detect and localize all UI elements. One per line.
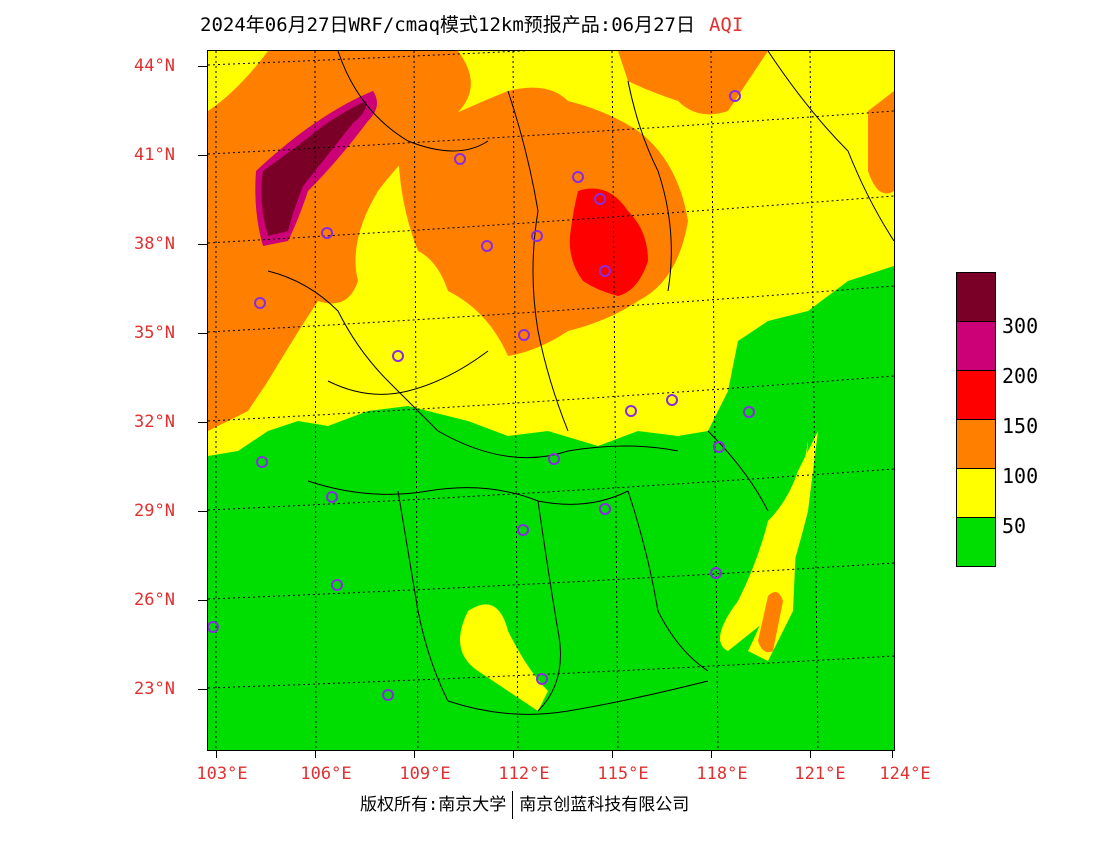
lat-label-26: 26°N (134, 590, 175, 610)
station-marker (331, 579, 343, 591)
station-markers (208, 90, 755, 701)
lat-tick (198, 422, 207, 423)
station-marker (454, 153, 466, 165)
legend-label-300: 300 (1002, 314, 1039, 338)
lat-tick (198, 244, 207, 245)
legend-swatch-moderate (956, 468, 996, 518)
lon-tick (513, 750, 514, 758)
lon-tick (612, 750, 613, 758)
graticule (208, 51, 894, 750)
lat-tick (198, 333, 207, 334)
map-title: 2024年06月27日WRF/cmaq模式12km预报产品:06月27日 AQI (200, 10, 743, 37)
lon-tick (892, 750, 893, 758)
lon-tick (414, 750, 415, 758)
lat-tick (198, 66, 207, 67)
aqi-map-svg (208, 51, 894, 750)
legend-label-50: 50 (1002, 514, 1027, 538)
aqi-map (207, 50, 895, 751)
legend-label-150: 150 (1002, 414, 1039, 438)
station-marker (321, 227, 333, 239)
lat-tick (198, 155, 207, 156)
lon-label-121: 121°E (794, 764, 846, 784)
station-marker (548, 453, 560, 465)
station-marker (710, 567, 722, 579)
lon-label-103: 103°E (196, 764, 248, 784)
copyright-company: 南京创蓝科技有限公司 (519, 795, 690, 815)
station-marker (713, 441, 725, 453)
lat-label-32: 32°N (134, 412, 175, 432)
lon-tick (711, 750, 712, 758)
station-marker (208, 621, 219, 633)
lon-label-124: 124°E (879, 764, 931, 784)
lat-tick (198, 511, 207, 512)
lon-label-115: 115°E (597, 764, 649, 784)
province-boundaries (267, 51, 894, 715)
aqi-moderate-coast (720, 431, 818, 651)
aqi-moderate-patch (460, 604, 548, 711)
station-marker (729, 90, 741, 102)
station-marker (256, 456, 268, 468)
station-marker (481, 240, 493, 252)
legend-label-100: 100 (1002, 464, 1039, 488)
station-marker (599, 503, 611, 515)
lon-label-109: 109°E (399, 764, 451, 784)
station-marker (326, 491, 338, 503)
lon-tick (216, 750, 217, 758)
lat-label-23: 23°N (134, 679, 175, 699)
legend-swatch-very-unhealthy (956, 321, 996, 371)
aqi-hazardous-region (261, 101, 367, 236)
lon-tick (810, 750, 811, 758)
lat-label-41: 41°N (134, 145, 175, 165)
station-marker (625, 405, 637, 417)
lat-label-44: 44°N (134, 56, 175, 76)
aqi-color-legend (956, 272, 996, 567)
legend-label-200: 200 (1002, 364, 1039, 388)
station-marker (594, 193, 606, 205)
lon-tick (315, 750, 316, 758)
legend-swatch-hazardous (956, 272, 996, 322)
station-marker (518, 329, 530, 341)
station-marker (392, 350, 404, 362)
station-marker (531, 230, 543, 242)
station-marker (666, 394, 678, 406)
lat-tick (198, 600, 207, 601)
station-marker (572, 171, 584, 183)
station-marker (743, 406, 755, 418)
station-marker (599, 265, 611, 277)
lat-label-38: 38°N (134, 234, 175, 254)
lon-label-106: 106°E (300, 764, 352, 784)
lat-label-29: 29°N (134, 501, 175, 521)
lat-label-35: 35°N (134, 323, 175, 343)
footer-separator (512, 791, 514, 819)
legend-swatch-sensitive (956, 419, 996, 469)
station-marker (382, 689, 394, 701)
title-main: 2024年06月27日WRF/cmaq模式12km预报产品:06月27日 (200, 14, 695, 36)
lon-label-118: 118°E (696, 764, 748, 784)
station-marker (517, 524, 529, 536)
legend-swatch-good (956, 517, 996, 567)
lat-tick (198, 689, 207, 690)
aqi-moderate-taiwan (748, 441, 808, 661)
title-variable: AQI (708, 14, 744, 36)
station-marker (254, 297, 266, 309)
copyright-footer: 版权所有:南京大学 南京创蓝科技有限公司 (360, 790, 689, 819)
aqi-unhealthy-sensitive-taiwan (758, 592, 783, 653)
legend-swatch-unhealthy (956, 370, 996, 420)
copyright-owner: 版权所有:南京大学 (360, 795, 507, 815)
lon-label-112: 112°E (498, 764, 550, 784)
aqi-unhealthy-sensitive-east (868, 91, 894, 194)
station-marker (536, 673, 548, 685)
